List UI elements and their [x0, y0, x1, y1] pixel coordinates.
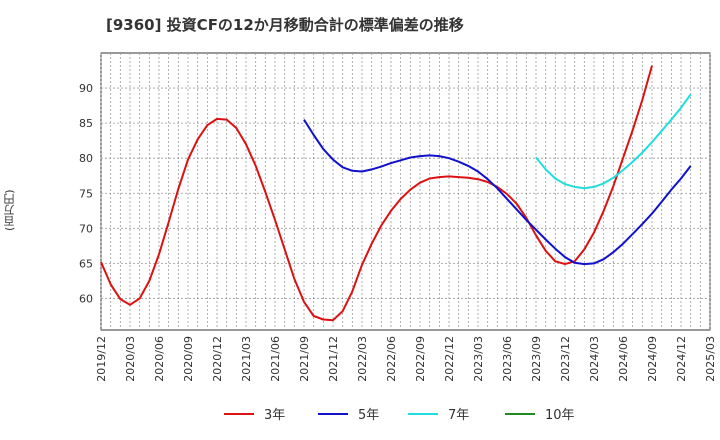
- x-tick-label: 2023/06: [501, 336, 514, 382]
- x-tick-label: 2020/09: [182, 336, 195, 382]
- x-tick-label: 2024/03: [588, 336, 601, 382]
- x-tick-label: 2019/12: [95, 336, 108, 382]
- y-tick-label: 85: [79, 117, 93, 130]
- x-tick-label: 2022/03: [356, 336, 369, 382]
- legend-label-2: 5年: [358, 408, 379, 423]
- series-lines: [100, 65, 692, 322]
- y-tick-label: 80: [79, 152, 93, 165]
- y-tick-label: 70: [79, 222, 93, 235]
- x-tick-label: 2022/09: [414, 336, 427, 382]
- x-tick-label: 2025/03: [704, 336, 717, 382]
- x-tick-label: 2024/09: [646, 336, 659, 382]
- x-tick-label: 2021/03: [240, 336, 253, 382]
- x-tick-label: 2024/06: [617, 336, 630, 382]
- x-tick-label: 2021/06: [269, 336, 282, 382]
- x-tick-label: 2023/09: [530, 336, 543, 382]
- series-line-3: [535, 93, 692, 190]
- legend-label-4: 10年: [545, 408, 575, 423]
- x-tick-label: 2023/12: [559, 336, 572, 382]
- x-tick-label: 2021/09: [298, 336, 311, 382]
- legend-label-3: 7年: [448, 408, 469, 423]
- legend-label-1: 3年: [264, 408, 285, 423]
- series-line-1: [100, 65, 653, 322]
- y-tick-label: 60: [79, 292, 93, 305]
- x-tick-label: 2021/12: [327, 336, 340, 382]
- y-tick-label: 90: [79, 82, 93, 95]
- legend: 3年 5年 7年 10年: [224, 408, 575, 423]
- series-line-2: [303, 119, 692, 266]
- x-tick-label: 2020/06: [153, 336, 166, 382]
- x-tick-label: 2020/03: [124, 336, 137, 382]
- x-tick-label: 2023/03: [472, 336, 485, 382]
- x-tick-label: 2022/12: [443, 336, 456, 382]
- plot-area: [100, 52, 711, 331]
- x-tick-label: 2022/06: [385, 336, 398, 382]
- x-axis-ticks: 2019/12 2020/03 2020/06 2020/09 2020/12 2021/…: [95, 336, 717, 382]
- x-tick-label: 2020/12: [211, 336, 224, 382]
- y-tick-label: 65: [79, 257, 93, 270]
- chart-title: [9360] 投資CFの12か月移動合計の標準偏差の推移: [106, 16, 464, 34]
- x-tick-label: 2024/12: [675, 336, 688, 382]
- y-axis-ticks: 60 65 70 75 80 85 90: [79, 82, 93, 305]
- y-tick-label: 75: [79, 187, 93, 200]
